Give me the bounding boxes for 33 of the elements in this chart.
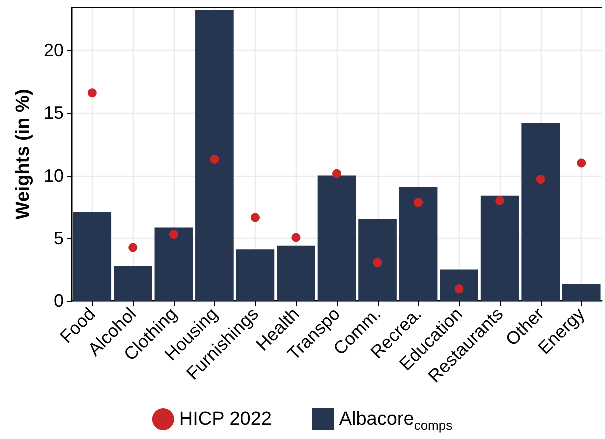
bar <box>562 284 601 301</box>
y-tick-label: 15 <box>44 103 64 124</box>
bar <box>522 123 560 301</box>
point <box>454 284 464 294</box>
point <box>536 175 546 184</box>
bar <box>114 266 152 301</box>
point <box>577 158 586 168</box>
point <box>496 196 505 206</box>
bar <box>480 196 520 301</box>
bar <box>440 270 478 301</box>
bar <box>154 228 194 301</box>
bar <box>399 187 438 301</box>
bar <box>318 176 356 301</box>
point <box>373 258 382 268</box>
y-tick-label: 20 <box>44 40 64 61</box>
point <box>292 233 301 242</box>
bar <box>358 218 397 301</box>
bar <box>196 10 234 301</box>
bar <box>277 246 316 301</box>
y-axis-title: Weights (in %) <box>13 89 34 220</box>
point <box>250 213 260 222</box>
point <box>414 198 424 208</box>
bar <box>236 250 275 301</box>
bar <box>73 212 112 301</box>
point <box>128 243 138 252</box>
y-tick-label: 5 <box>54 228 64 248</box>
point <box>332 169 342 178</box>
point <box>88 88 97 98</box>
y-tick-label: 10 <box>44 166 64 186</box>
y-tick-label: 0 <box>54 291 64 311</box>
legend-label: HICP 2022 <box>179 409 272 430</box>
point <box>210 155 220 164</box>
point <box>169 230 178 240</box>
